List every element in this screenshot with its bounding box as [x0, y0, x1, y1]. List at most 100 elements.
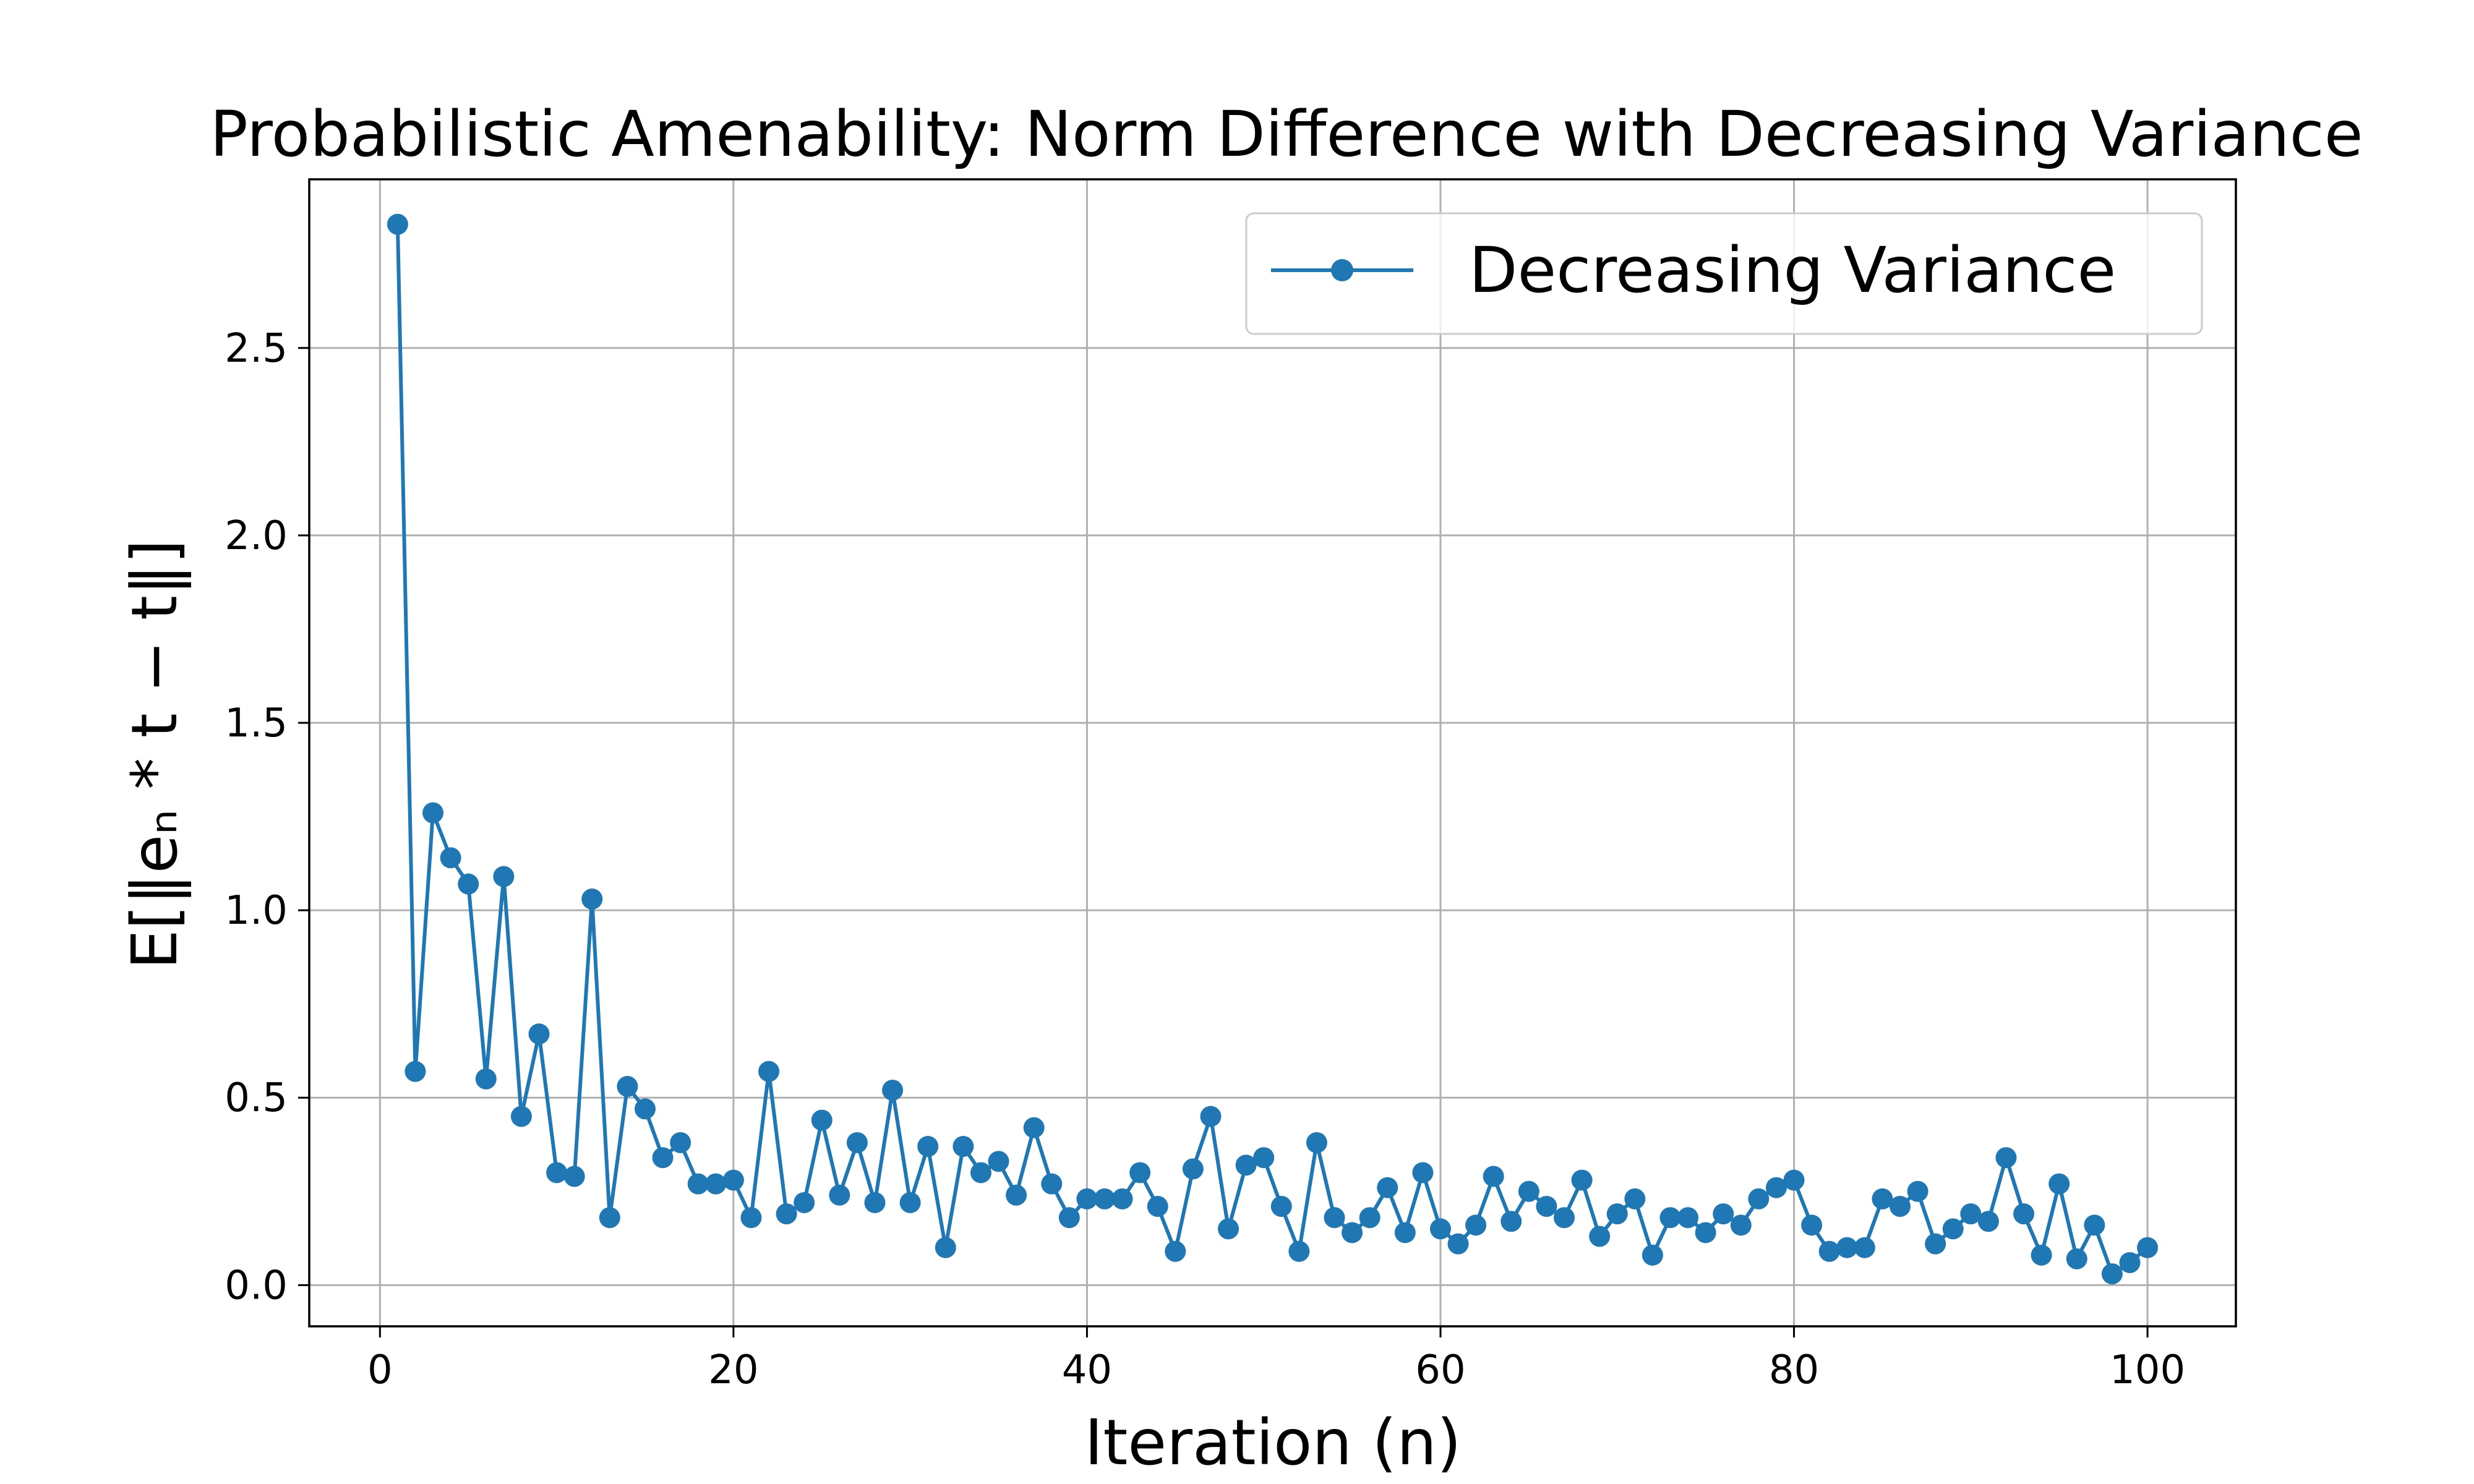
y-axis-label: E[‖eₙ * t − t‖]: [118, 539, 192, 970]
data-point: [599, 1207, 620, 1229]
data-point: [722, 1169, 744, 1191]
data-point: [829, 1184, 850, 1206]
data-point: [917, 1136, 939, 1158]
data-point: [1783, 1169, 1805, 1191]
data-point: [1429, 1218, 1451, 1240]
data-point: [458, 873, 479, 895]
grid: [309, 179, 2236, 1326]
x-tick-label: 0: [367, 1347, 393, 1393]
data-point: [1288, 1240, 1310, 1262]
data-point: [1872, 1188, 1893, 1209]
data-point: [1465, 1214, 1487, 1236]
data-point: [1182, 1158, 1204, 1180]
data-point: [1907, 1180, 1928, 1202]
y-tick-label: 0.5: [225, 1075, 288, 1121]
data-point: [1589, 1226, 1611, 1247]
data-point: [1659, 1207, 1681, 1229]
data-point: [1129, 1162, 1151, 1183]
data-point: [546, 1162, 568, 1183]
data-point: [1836, 1237, 1858, 1258]
data-point: [475, 1068, 497, 1090]
data-point: [617, 1076, 638, 1098]
data-point: [440, 847, 461, 869]
data-point: [1253, 1147, 1275, 1169]
plot-frame: [308, 178, 2237, 1328]
data-point: [510, 1106, 532, 1127]
x-axis-label: Iteration (n): [1084, 1406, 1461, 1480]
x-tick-label: 60: [1415, 1347, 1465, 1393]
data-point: [864, 1192, 886, 1213]
data-point: [1058, 1207, 1080, 1229]
y-tick-label: 0.0: [225, 1263, 288, 1308]
data-point: [1342, 1222, 1363, 1243]
data-point: [563, 1166, 585, 1187]
data-point: [581, 888, 603, 910]
data-point: [1218, 1218, 1239, 1240]
data-series: [387, 213, 2159, 1285]
data-point: [1641, 1244, 1663, 1266]
data-point: [1094, 1188, 1116, 1209]
x-tick-label: 100: [2110, 1347, 2185, 1393]
data-point: [404, 1060, 426, 1082]
data-point: [1977, 1211, 1999, 1232]
data-point: [670, 1132, 691, 1153]
data-point: [2048, 1173, 2070, 1195]
data-point: [1554, 1207, 1575, 1229]
data-point: [528, 1023, 550, 1045]
x-tick-label: 20: [708, 1347, 758, 1393]
data-point: [1925, 1233, 1946, 1255]
data-point: [1412, 1162, 1434, 1183]
data-point: [1695, 1222, 1716, 1243]
data-point: [2031, 1244, 2052, 1266]
y-tick-label: 2.5: [225, 326, 288, 372]
data-point: [1111, 1188, 1133, 1209]
data-point: [652, 1147, 674, 1169]
data-point: [2013, 1203, 2035, 1225]
data-point: [1890, 1196, 1911, 1217]
data-point: [634, 1098, 656, 1120]
data-point: [811, 1109, 833, 1131]
data-point: [758, 1060, 780, 1082]
data-point: [1518, 1180, 1539, 1202]
data-point: [1500, 1211, 1522, 1232]
legend-label: Decreasing Variance: [1469, 234, 2116, 307]
data-point: [1306, 1132, 1327, 1153]
data-point: [935, 1237, 956, 1258]
data-point: [1960, 1203, 1982, 1225]
data-point: [387, 213, 408, 235]
data-point: [1447, 1233, 1469, 1255]
data-point: [1942, 1218, 1964, 1240]
data-point: [2066, 1248, 2087, 1269]
data-point: [1076, 1188, 1098, 1209]
data-point: [1854, 1237, 1875, 1258]
data-point: [1677, 1207, 1699, 1229]
data-point: [1536, 1196, 1557, 1217]
data-point: [1200, 1106, 1222, 1127]
data-point: [493, 866, 515, 887]
data-point: [1606, 1203, 1628, 1225]
data-point: [687, 1173, 709, 1195]
data-point: [1713, 1203, 1734, 1225]
data-point: [740, 1207, 762, 1229]
data-point: [988, 1151, 1009, 1172]
y-tick-label: 1.0: [225, 888, 288, 934]
y-tick-label: 2.0: [225, 513, 288, 559]
data-point: [1147, 1196, 1168, 1217]
data-point: [1730, 1214, 1752, 1236]
data-point: [794, 1192, 815, 1213]
data-point: [2101, 1263, 2123, 1285]
data-point: [1394, 1222, 1416, 1243]
x-tick-label: 40: [1062, 1347, 1112, 1393]
data-point: [1483, 1166, 1504, 1187]
data-point: [1023, 1117, 1045, 1138]
data-point: [1571, 1169, 1593, 1191]
data-point: [970, 1162, 991, 1183]
data-point: [1006, 1184, 1027, 1206]
data-point: [422, 802, 444, 824]
data-point: [776, 1203, 797, 1225]
y-tick-label: 1.5: [225, 701, 288, 746]
legend-marker: [1331, 259, 1353, 281]
data-point: [2084, 1214, 2105, 1236]
data-point: [2137, 1237, 2159, 1258]
data-point: [1818, 1240, 1840, 1262]
